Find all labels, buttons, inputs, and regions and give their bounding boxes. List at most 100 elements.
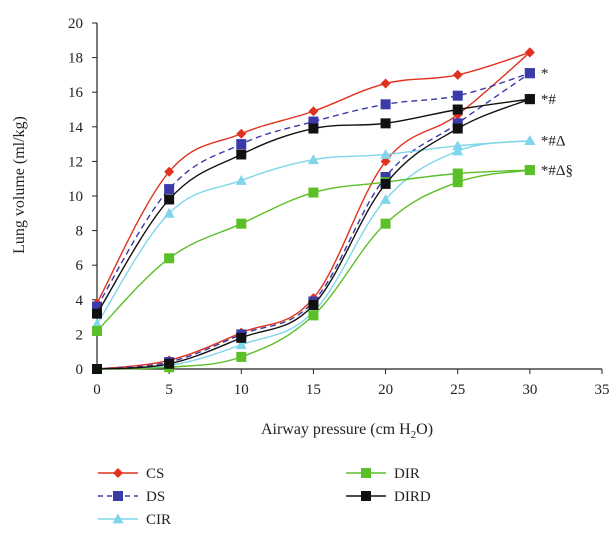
- data-point-dir-deflation: [524, 165, 535, 176]
- data-point-cs-deflation: [380, 78, 391, 89]
- x-tick-label: 35: [595, 382, 610, 398]
- y-tick-label: 10: [68, 189, 83, 205]
- x-tick-label: 20: [378, 382, 393, 398]
- data-point-dird-deflation: [236, 149, 247, 160]
- significance-label: *: [541, 66, 549, 82]
- data-point-ds-deflation: [524, 68, 535, 79]
- legend: CS DS CIR DIR DIRD: [98, 466, 431, 528]
- data-point-ds-deflation: [308, 116, 319, 127]
- annotations-layer: * *# *#Δ *#Δ§: [541, 66, 573, 179]
- data-point-ds-deflation: [164, 184, 175, 195]
- data-point-cir-deflation: [452, 140, 464, 151]
- data-point-dir-inflation: [308, 310, 319, 321]
- series-dir: [92, 165, 535, 374]
- y-tick-label: 14: [68, 120, 84, 136]
- x-tick-label: 15: [306, 382, 321, 398]
- data-point-dir-deflation: [308, 187, 319, 198]
- series-line-dir-inflation: [96, 169, 530, 370]
- data-point-cir-deflation: [163, 207, 175, 218]
- data-point-dird-inflation: [452, 123, 463, 134]
- legend-label-dird: DIRD: [394, 489, 431, 505]
- data-point-ds-inflation: [452, 118, 463, 129]
- data-point-dird-deflation: [92, 308, 102, 319]
- y-tick-label: 8: [76, 224, 84, 240]
- x-tick-label: 25: [450, 382, 465, 398]
- y-tick-label: 4: [76, 293, 84, 309]
- series-cs: [92, 47, 535, 374]
- data-point-ds-inflation: [380, 171, 391, 182]
- x-tick-label: 30: [522, 382, 537, 398]
- significance-label: *#: [541, 92, 557, 108]
- data-point-cs-inflation: [380, 156, 391, 167]
- significance-label: *#Δ§: [541, 163, 573, 179]
- data-point-dird-inflation: [164, 358, 175, 369]
- legend-label-cs: CS: [146, 466, 164, 482]
- legend-marker-cir: [112, 513, 124, 524]
- series-line-cs-deflation: [96, 51, 531, 304]
- y-tick-label: 20: [68, 16, 83, 32]
- data-point-ds-deflation: [380, 99, 391, 110]
- series-line-ds-deflation: [96, 72, 531, 308]
- data-point-dir-deflation: [452, 168, 463, 179]
- data-point-dir-inflation: [452, 177, 463, 188]
- legend-label-dir: DIR: [394, 466, 420, 482]
- series-line-cs-inflation: [96, 51, 531, 370]
- y-tick-label: 16: [68, 85, 84, 101]
- series-layer: [91, 47, 536, 374]
- data-point-cir-inflation: [452, 145, 464, 156]
- data-point-dird-deflation: [452, 104, 463, 115]
- data-point-dird-deflation: [524, 94, 535, 105]
- legend-marker-dird: [361, 491, 371, 501]
- x-axis-label: Airway pressure (cm H2O): [261, 421, 433, 441]
- data-point-dir-deflation: [236, 218, 247, 229]
- data-point-ds-deflation: [236, 139, 247, 150]
- data-point-dir-deflation: [164, 253, 175, 264]
- data-point-dird-deflation: [380, 118, 391, 129]
- data-point-cs-deflation: [236, 128, 247, 139]
- data-point-cir-inflation: [235, 339, 247, 350]
- y-tick-label: 0: [76, 362, 84, 378]
- data-point-cs-deflation: [524, 47, 535, 58]
- x-axis-label-subscript: 2: [411, 429, 417, 441]
- data-point-cir-inflation: [380, 193, 392, 204]
- data-point-cir-deflation: [307, 154, 319, 165]
- data-point-dir-inflation: [380, 218, 391, 229]
- legend-label-cir: CIR: [146, 512, 171, 528]
- x-axis-label-main: Airway pressure (cm H: [261, 421, 411, 438]
- y-axis-label: Lung volume (ml/kg): [11, 116, 28, 254]
- data-point-cir-deflation: [235, 174, 247, 185]
- data-point-dird-inflation: [236, 332, 247, 343]
- legend-marker-ds: [113, 491, 123, 501]
- y-tick-label: 18: [68, 51, 83, 67]
- data-point-dird-inflation: [380, 178, 391, 189]
- data-point-cs-deflation: [308, 106, 319, 117]
- data-point-dir-deflation: [92, 325, 102, 336]
- legend-marker-cs: [113, 468, 123, 478]
- x-tick-label: 10: [234, 382, 249, 398]
- data-point-cir-deflation: [524, 135, 536, 146]
- data-point-cir-deflation: [380, 148, 392, 159]
- data-point-dir-inflation: [236, 351, 247, 362]
- legend-label-ds: DS: [146, 489, 165, 505]
- x-tick-label: 0: [93, 382, 101, 398]
- series-dird: [92, 94, 535, 374]
- legend-marker-dir: [361, 468, 371, 478]
- series-cir: [91, 135, 536, 374]
- data-point-dird-inflation: [92, 364, 102, 374]
- data-point-ds-deflation: [92, 301, 102, 312]
- series-line-cir-inflation: [96, 139, 530, 370]
- data-point-cs-deflation: [164, 166, 175, 177]
- series-line-dird-inflation: [96, 98, 531, 370]
- data-point-dird-deflation: [308, 123, 319, 134]
- x-axis-label-end: O): [416, 421, 433, 438]
- data-point-ds-deflation: [452, 90, 463, 101]
- significance-label: *#Δ: [541, 134, 566, 150]
- data-point-dird-deflation: [164, 194, 175, 205]
- data-point-cs-deflation: [452, 69, 463, 80]
- x-tick-label: 5: [165, 382, 173, 398]
- data-point-dird-inflation: [308, 299, 319, 310]
- y-tick-label: 6: [76, 258, 84, 274]
- y-tick-label: 2: [76, 327, 84, 343]
- y-tick-label: 12: [68, 154, 83, 170]
